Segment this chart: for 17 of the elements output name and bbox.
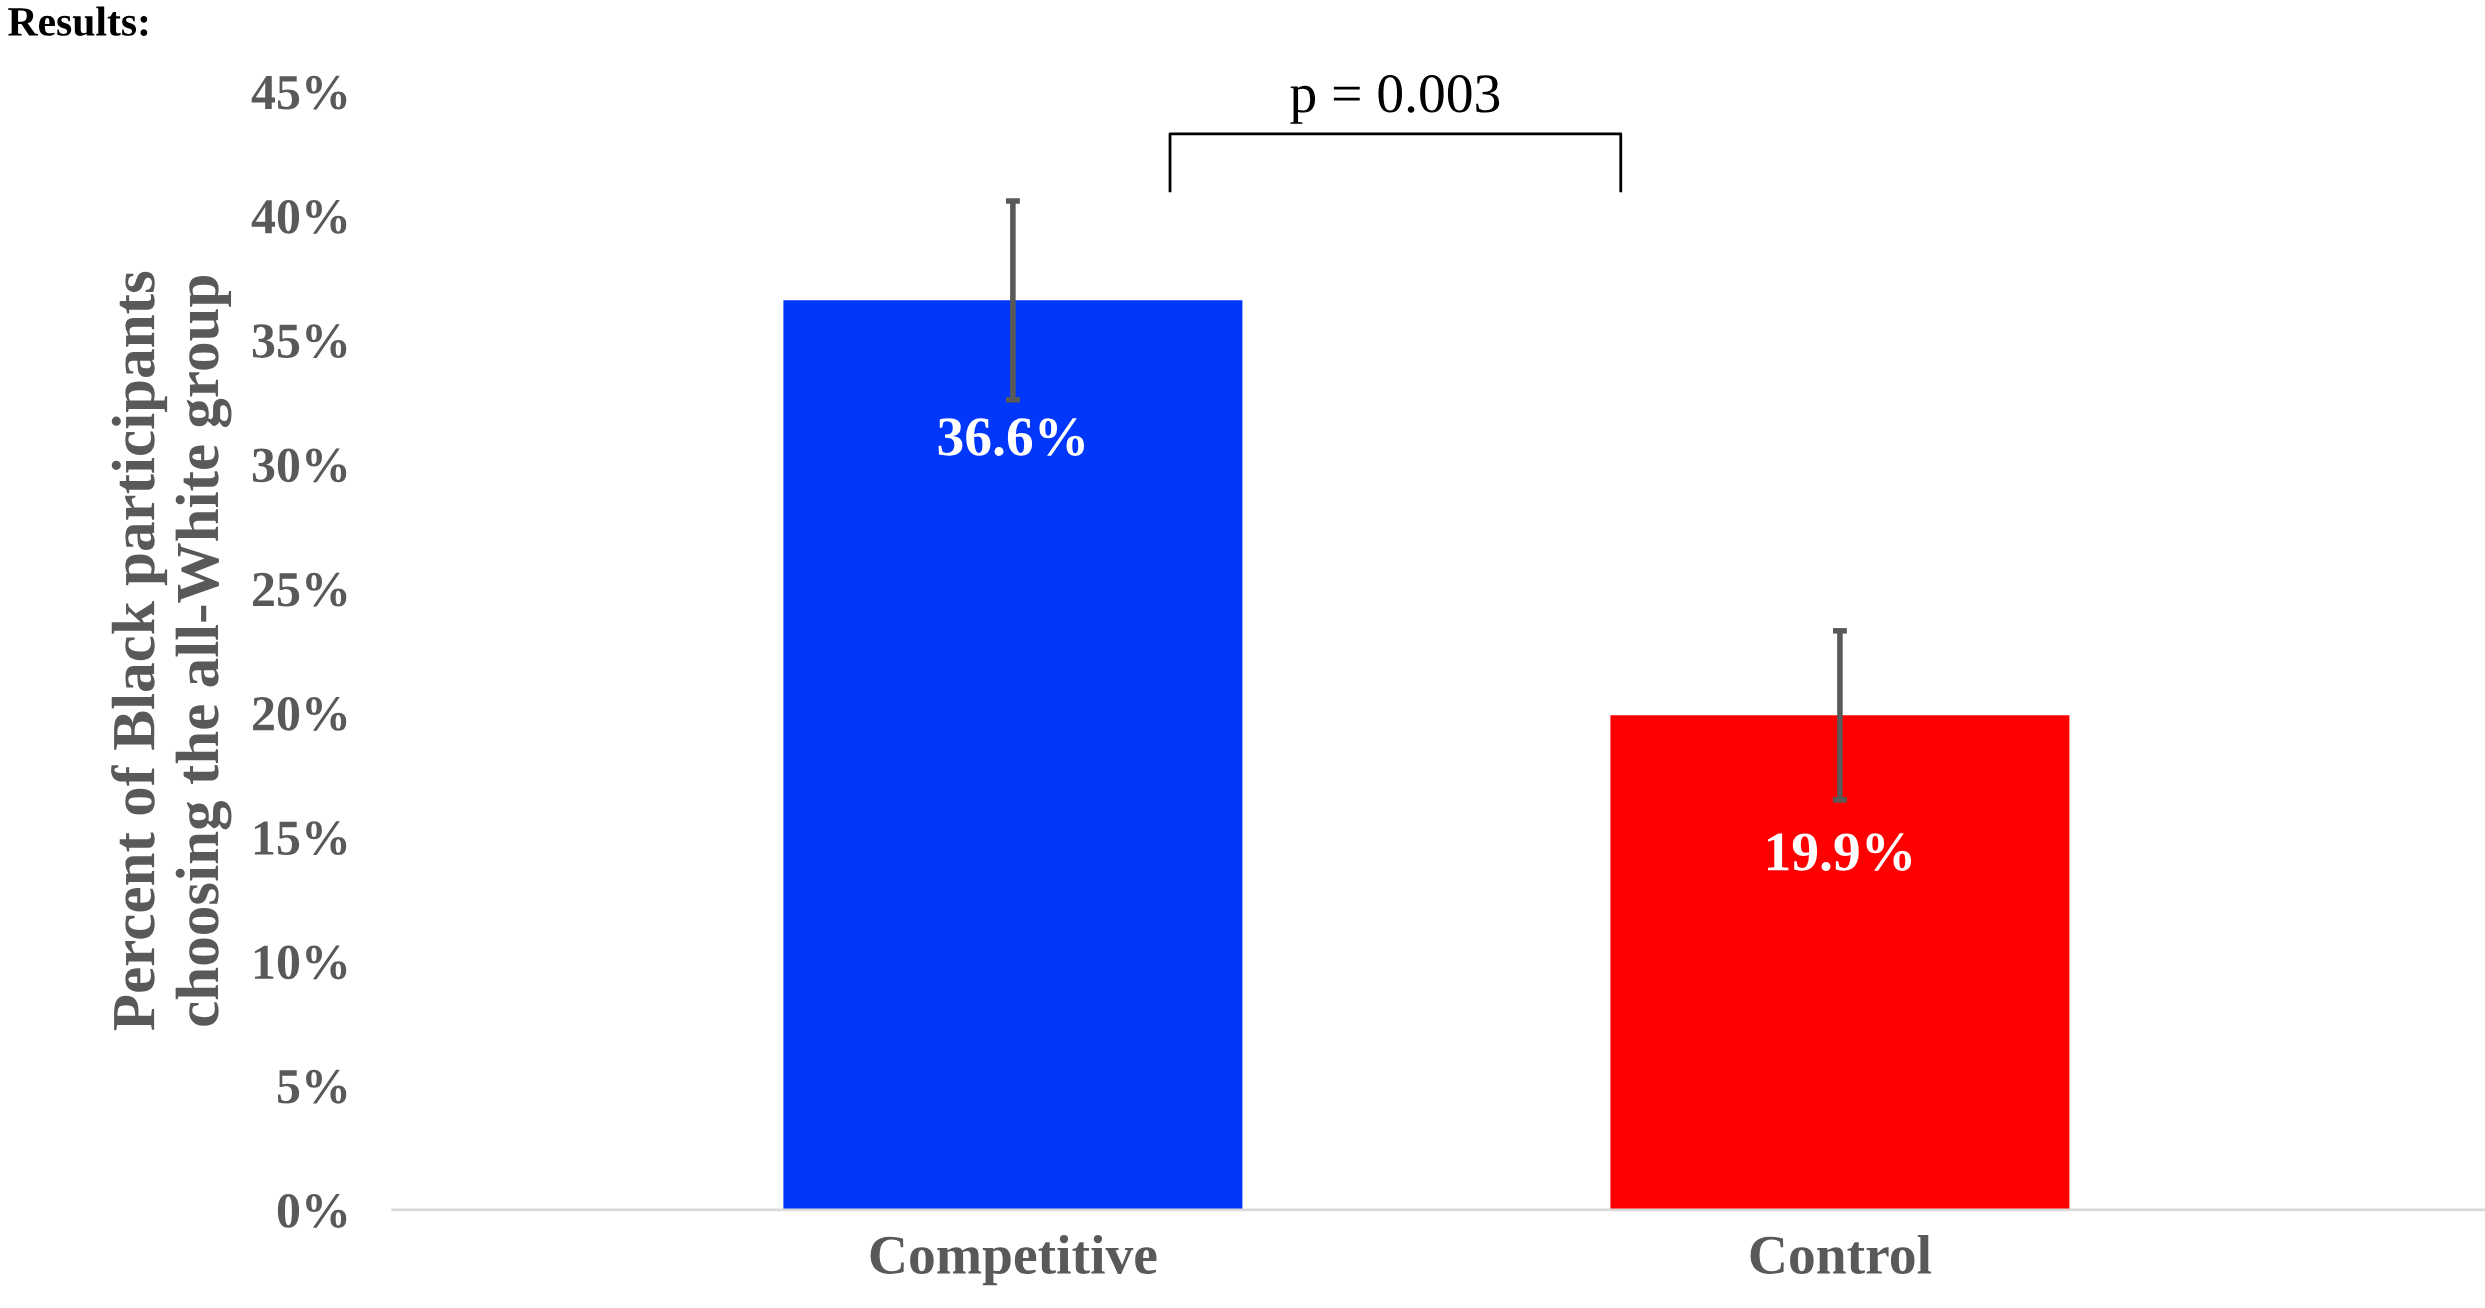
annotation: p = 0.003 xyxy=(1290,75,1500,124)
y-tick-label: 0% xyxy=(277,1194,347,1228)
y-tick-label: 40% xyxy=(251,199,347,234)
y-tick-label: 30% xyxy=(252,448,347,483)
x-tick-label: Competitive xyxy=(870,1234,1157,1286)
y-axis-title: Percent of Black participants choosing the all-White group xyxy=(111,271,232,1031)
x-tick-label: Control xyxy=(1750,1234,1932,1274)
y-tick-label: 45% xyxy=(251,75,347,110)
data-label: 19.9% xyxy=(1767,833,1912,871)
y-tick-label: 20% xyxy=(253,696,347,731)
y-tick-label: 5% xyxy=(277,1069,347,1104)
chart-title: Results: xyxy=(8,6,148,37)
y-tick-label: 15% xyxy=(254,821,347,856)
y-tick-label: 10% xyxy=(254,945,347,980)
y-tick-label: 25% xyxy=(253,572,347,607)
data-label: 36.6% xyxy=(938,418,1085,456)
y-tick-label: 35% xyxy=(252,324,347,359)
